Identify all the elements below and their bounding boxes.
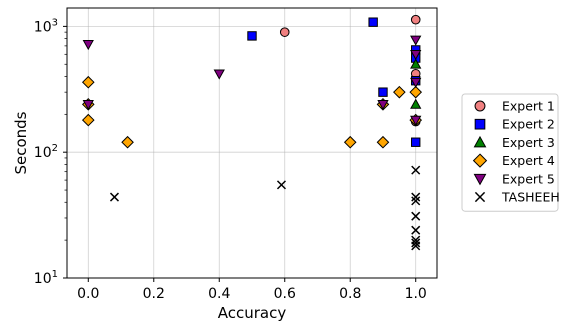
legend-marker	[474, 191, 486, 203]
legend-label: Expert 4	[502, 153, 555, 168]
data-point	[411, 137, 421, 147]
legend-label: Expert 5	[502, 171, 555, 186]
data-point	[410, 115, 422, 126]
data-point	[81, 75, 95, 89]
data-point	[276, 180, 286, 190]
plot-frame	[66, 7, 438, 279]
data-point	[410, 77, 422, 89]
x-mark-stroke	[474, 191, 486, 203]
data-point	[410, 49, 422, 61]
data-point	[82, 39, 94, 51]
y-tick-label: 102	[34, 143, 58, 161]
x-mark-stroke	[276, 180, 286, 190]
data-point	[409, 85, 423, 99]
legend-marker	[473, 173, 487, 186]
data-point	[410, 58, 422, 69]
data-point	[411, 241, 421, 251]
data-point	[81, 113, 95, 127]
data-points	[81, 14, 423, 251]
x-tick-label: 0.8	[339, 286, 361, 302]
data-point	[82, 100, 94, 111]
data-point	[410, 35, 422, 46]
x-mark-stroke	[411, 196, 421, 206]
series-tasheeh	[109, 165, 421, 251]
data-point	[279, 27, 290, 37]
x-mark-stroke	[411, 165, 421, 175]
legend-marker	[474, 118, 486, 130]
y-tick-label: 103	[34, 17, 58, 35]
x-mark-stroke	[411, 192, 421, 202]
data-point	[393, 85, 406, 99]
series-expert-4	[81, 75, 423, 149]
x-mark-stroke	[411, 211, 421, 221]
y-axis-ticks: 101 102 103	[34, 17, 67, 287]
legend-marker	[473, 135, 487, 148]
x-tick-label: 0.0	[77, 286, 99, 302]
x-tick-label: 0.4	[208, 286, 230, 302]
data-point	[376, 135, 390, 149]
legend-label: Expert 1	[502, 99, 555, 114]
data-point	[368, 17, 378, 27]
data-point	[411, 238, 421, 248]
data-point	[343, 135, 357, 149]
data-point	[411, 225, 421, 235]
legend-label: Expert 2	[502, 117, 555, 132]
x-tick-label: 1.0	[405, 286, 427, 302]
legend-label: TASHEEH	[501, 190, 560, 205]
data-point	[410, 98, 422, 109]
data-point	[378, 87, 388, 97]
x-mark-stroke	[109, 192, 120, 202]
legend: Expert 1 Expert 2 Expert 3 Expert 4 Expert 5…	[461, 93, 560, 212]
data-point	[377, 100, 389, 111]
x-tick-label: 0.2	[143, 286, 165, 302]
data-point	[411, 196, 421, 206]
x-mark-stroke	[411, 241, 421, 251]
series-expert-2	[247, 17, 421, 147]
x-axis-label: Accuracy	[218, 304, 287, 322]
x-mark-stroke	[411, 238, 421, 248]
y-tick-label: 101	[34, 269, 58, 287]
data-point	[411, 211, 421, 221]
legend-marker	[474, 100, 486, 112]
x-axis-ticks: 0.0 0.2 0.4 0.6 0.8 1.0	[77, 278, 427, 302]
data-point	[411, 165, 421, 175]
series-expert-3	[410, 58, 422, 109]
data-point	[121, 135, 134, 149]
data-point	[109, 192, 120, 202]
legend-marker	[472, 153, 488, 168]
x-tick-label: 0.6	[274, 286, 296, 302]
data-point	[213, 69, 225, 80]
legend-box	[461, 93, 559, 212]
y-axis-label: Seconds	[12, 111, 30, 174]
data-point	[410, 14, 421, 25]
x-mark-stroke	[411, 225, 421, 235]
legend-label: Expert 3	[502, 135, 555, 150]
series-expert-5	[82, 35, 422, 126]
data-point	[247, 31, 257, 41]
data-point	[411, 192, 421, 202]
